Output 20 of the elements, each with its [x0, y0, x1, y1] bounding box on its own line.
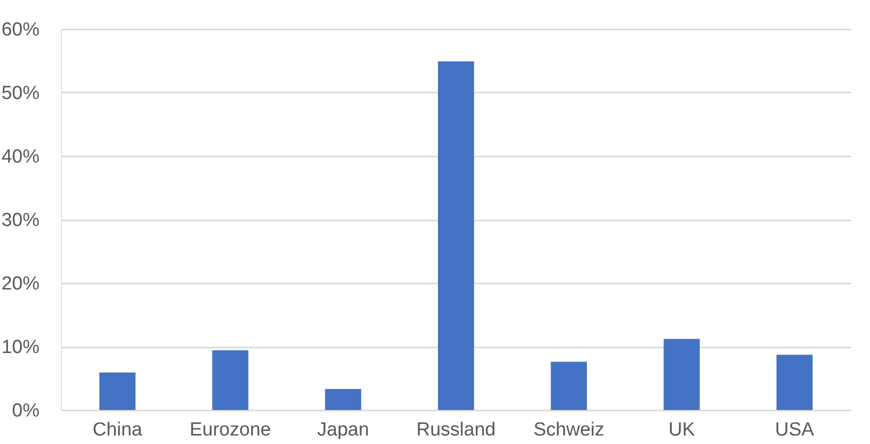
bar [776, 354, 813, 410]
bar [99, 372, 136, 410]
bar [438, 61, 474, 410]
y-tick-label: 30% [1, 210, 40, 231]
bar [664, 338, 700, 410]
y-tick-label: 50% [1, 83, 40, 104]
bar [550, 362, 587, 410]
y-tick-label: 60% [1, 20, 40, 40]
bar [212, 350, 248, 410]
x-tick-label: China [92, 420, 143, 440]
x-tick-label: Eurozone [190, 420, 271, 440]
x-tick-label: Russland [416, 420, 496, 440]
x-tick-label: UK [668, 420, 696, 440]
y-tick-label: 20% [1, 274, 40, 294]
y-tick-label: 40% [1, 146, 40, 168]
x-tick-label: Schweiz [533, 420, 604, 440]
y-tick-label: 0% [12, 400, 40, 422]
y-tick-label: 10% [1, 337, 40, 358]
bar [325, 389, 362, 410]
x-tick-label: USA [775, 420, 814, 440]
